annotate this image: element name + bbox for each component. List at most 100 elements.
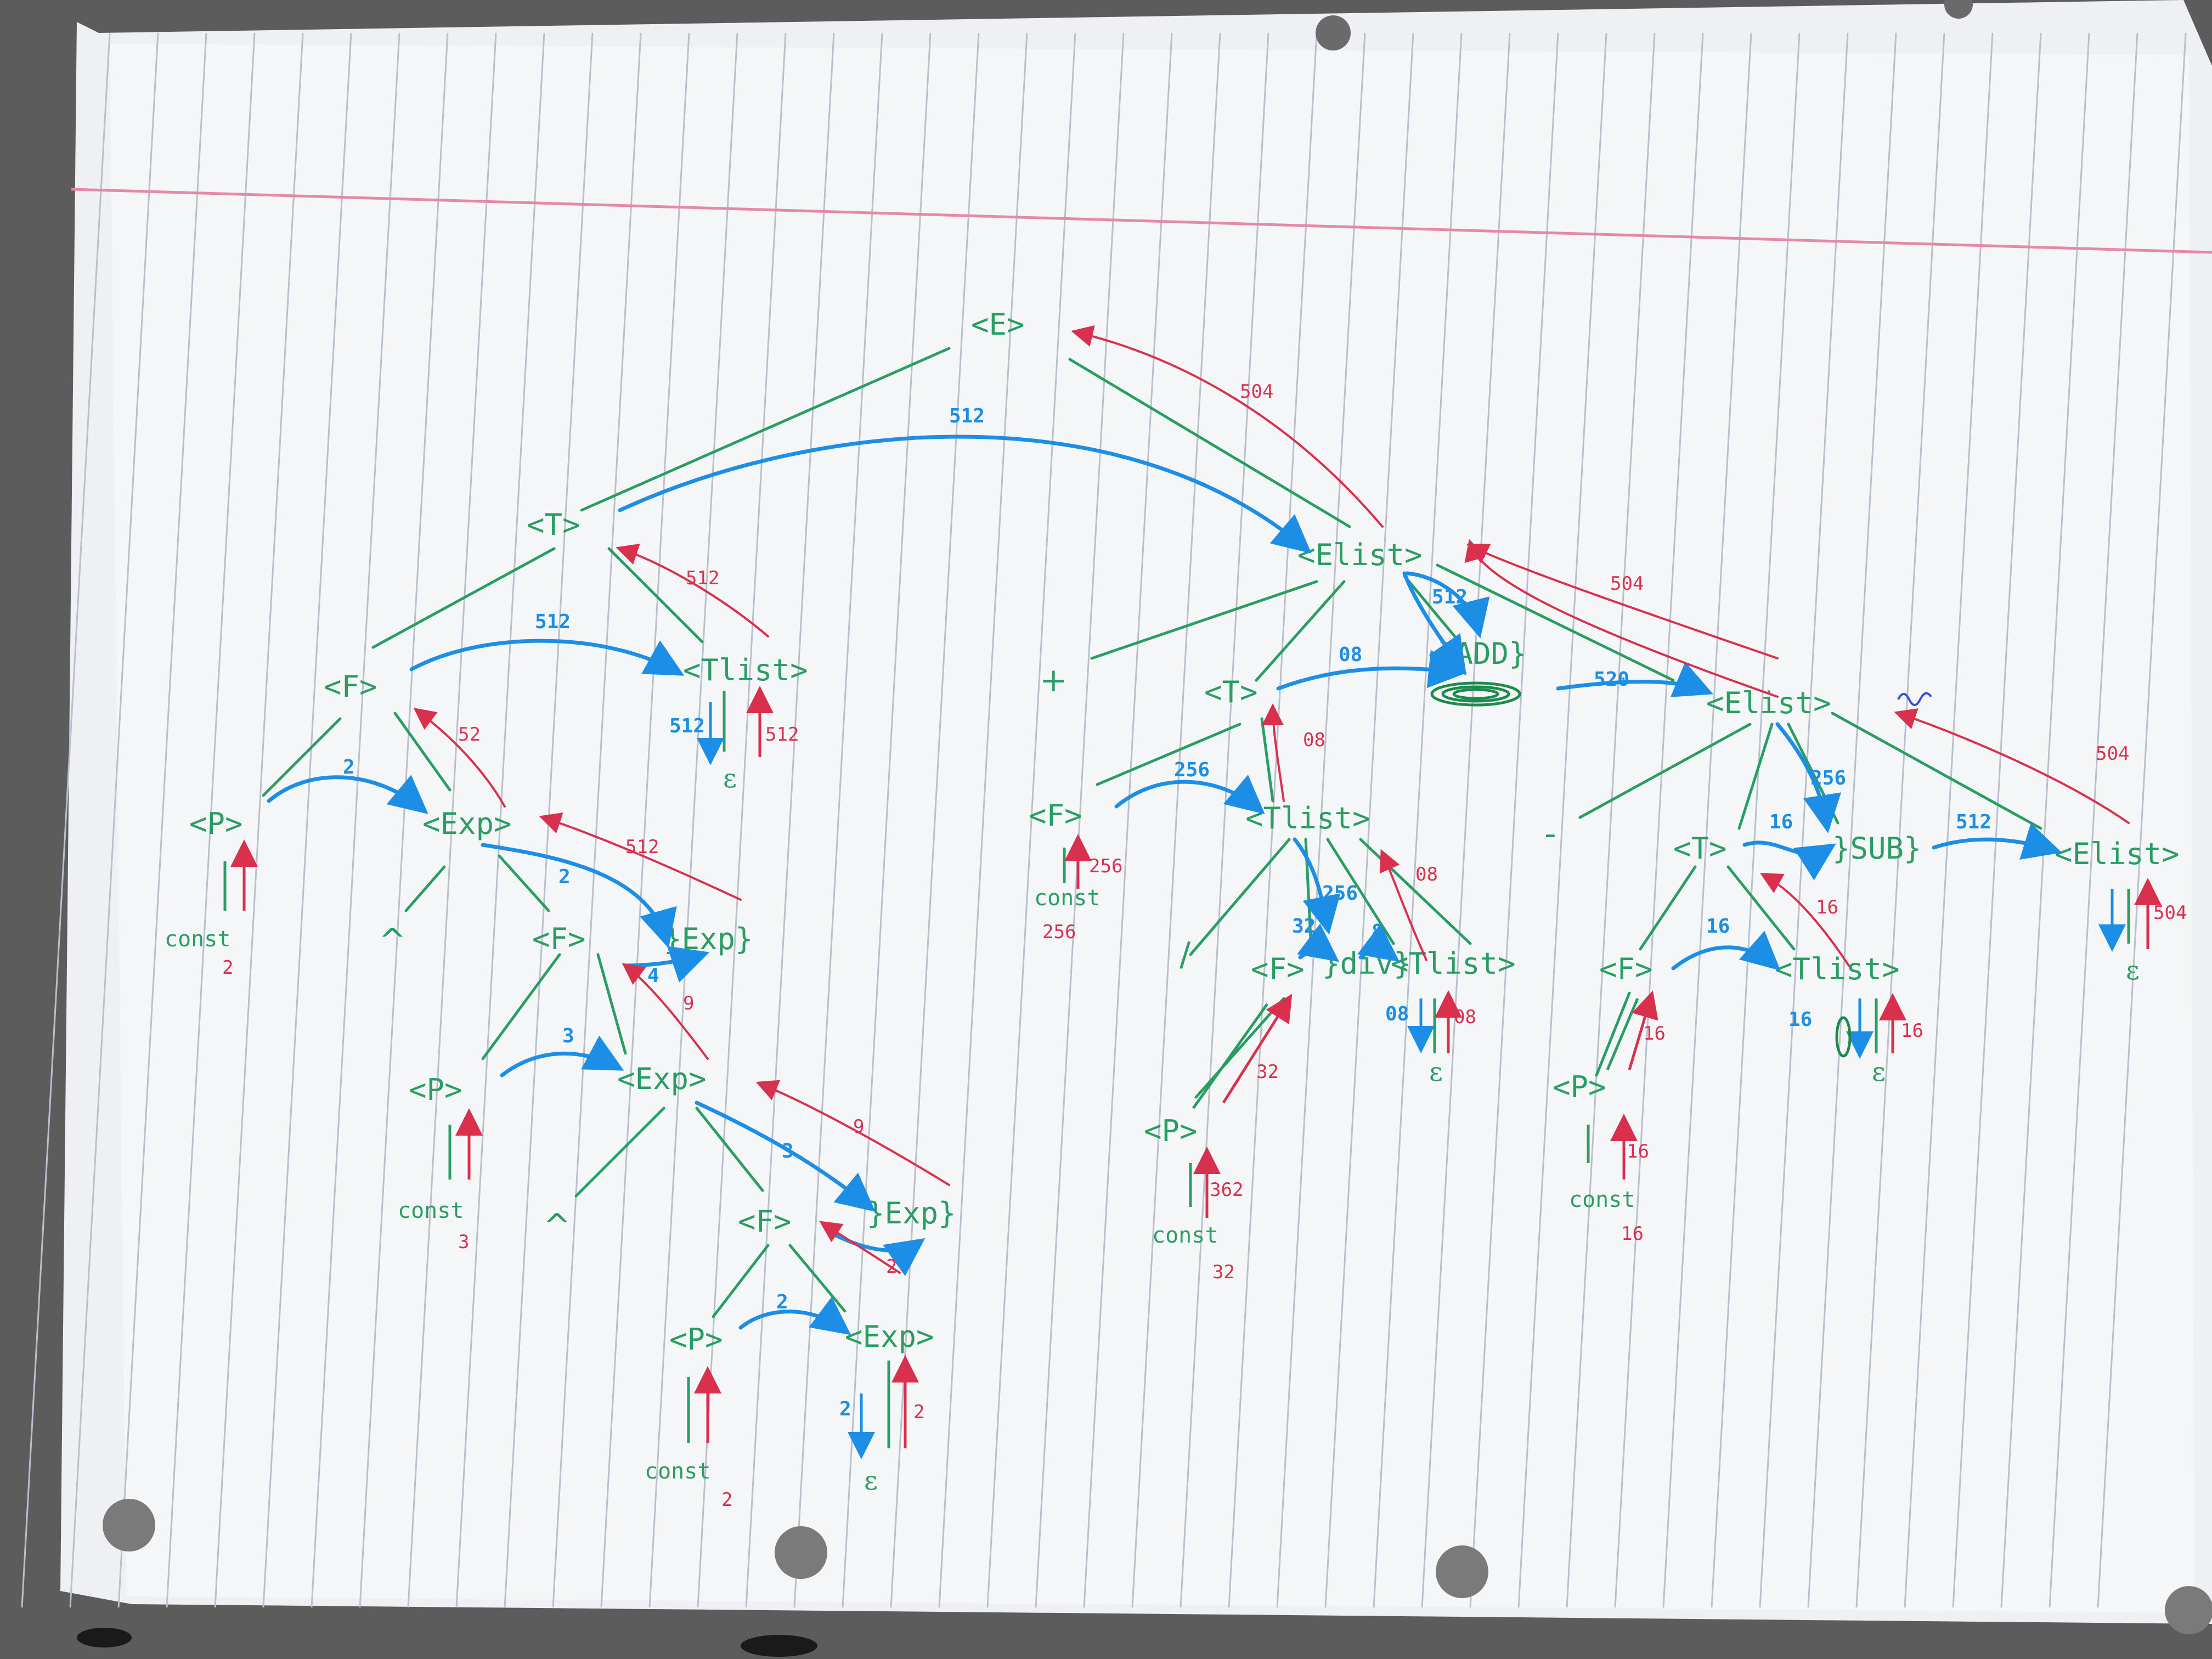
value-label: 08 [1385,1003,1409,1025]
value-label: 2 [558,866,571,888]
value-label: 16 [1901,1020,1923,1042]
node-T: <T> [1673,831,1727,866]
node-Elist: <Elist> [2055,837,2180,871]
synthesized-values: 512 512 2 2 4 3 3 2 2 512 256 08 512 520… [343,405,1991,1420]
leaf-value: 256 [1042,921,1076,943]
ruled-line [1855,32,1945,1608]
value-label: 16 [1769,811,1793,833]
node-Exp: <Exp> [617,1062,707,1096]
operators: + ^ ^ / - [379,661,1556,1245]
value-label: 256 [1174,759,1210,781]
leaf-epsilon: ε [723,763,737,794]
value-label: 512 [1432,586,1468,608]
ruled-lines [21,32,2187,1608]
value-label: 362 [1210,1179,1243,1201]
ruled-line [1228,32,1318,1608]
ruled-line [1952,32,2042,1608]
ruled-line [745,32,835,1608]
op-plus: + [1040,661,1067,699]
node-F: <F> [1029,798,1082,833]
ruled-line [1324,32,1414,1608]
value-label: 504 [1610,573,1644,595]
ruled-line [2097,32,2187,1608]
leaf-value: 3 [458,1231,469,1253]
value-label: 504 [2096,743,2129,765]
ruled-line [1083,32,1173,1608]
value-label: 8 [1372,921,1384,943]
ruled-line [938,32,1028,1608]
leaf-value: 2 [721,1489,732,1511]
node-Tlist: <Tlist> [683,653,808,687]
value-label: 4 [647,964,659,987]
value-label: 512 [669,715,705,737]
value-label: 32 [1256,1061,1279,1083]
ruled-line [1662,32,1752,1608]
value-label: 512 [1956,811,1991,833]
node-F: <F> [324,669,377,704]
op-slash: / [1180,935,1191,974]
leaf-const: const [645,1459,710,1484]
op-caret: ^ [543,1207,571,1245]
leaf-value: 16 [1621,1223,1644,1245]
value-label: 16 [1643,1023,1666,1045]
punch-hole [2165,1586,2212,1634]
punch-hole [103,1499,155,1551]
node-P: <P> [1553,1070,1606,1104]
ruled-line [1711,32,1801,1608]
ruled-line [1373,32,1463,1608]
scribble-mark [1430,681,1932,1058]
node-Tlist: <Tlist> [1245,801,1370,836]
value-label: 512 [535,611,571,633]
value-label: 2 [886,1256,897,1278]
ruled-line [2049,32,2138,1608]
op-minus: - [1544,815,1556,853]
ruled-line [117,32,207,1608]
ruled-line [407,32,497,1608]
ruled-line [214,32,304,1608]
value-label: 512 [949,405,985,427]
ruled-line [166,32,256,1608]
value-label: 512 [765,724,799,746]
leaf-epsilon: ε [1429,1057,1443,1087]
value-label: 08 [1454,1006,1476,1028]
ruled-line [69,32,159,1608]
value-label: 3 [782,1140,794,1163]
leaf-const: const [1152,1223,1218,1248]
node-exp-action: }Exp} [664,922,753,956]
node-exp-action: }Exp} [867,1196,956,1231]
ruled-line [311,32,400,1608]
value-label: 9 [853,1116,864,1138]
ruled-line [600,32,690,1608]
leaf-epsilon: ε [1872,1057,1886,1087]
value-label: 2 [776,1291,788,1313]
ruled-line [1807,32,1897,1608]
value-label: 32 [1292,915,1316,938]
leaf-links [223,686,2162,1459]
node-Exp: <Exp> [845,1319,934,1354]
inherited-arrows [413,325,2130,1274]
ruled-line [262,32,352,1608]
node-P: <P> [409,1073,462,1107]
ruled-line [793,32,883,1608]
value-label: 08 [1339,644,1362,666]
node-P: <P> [189,806,243,841]
node-F: <F> [1251,952,1305,986]
node-T: <T> [527,507,580,542]
ruled-line [2000,32,2090,1608]
value-label: 3 [562,1025,574,1047]
ruled-line [552,32,642,1608]
value-label: 16 [1816,896,1838,918]
leaf-const: const [398,1198,464,1223]
punch-hole [1436,1545,1488,1598]
node-P: <P> [1144,1114,1198,1148]
node-Tlist: <Tlist> [1391,946,1516,981]
node-E: <E> [971,307,1025,342]
ruled-line [842,32,932,1608]
node-Elist: <Elist> [1297,538,1423,572]
node-Exp: <Exp> [422,806,512,841]
node-T: <T> [1204,675,1258,709]
leaf-epsilon: ε [2126,955,2140,986]
op-caret: ^ [379,922,406,960]
margin-line [71,188,2212,254]
